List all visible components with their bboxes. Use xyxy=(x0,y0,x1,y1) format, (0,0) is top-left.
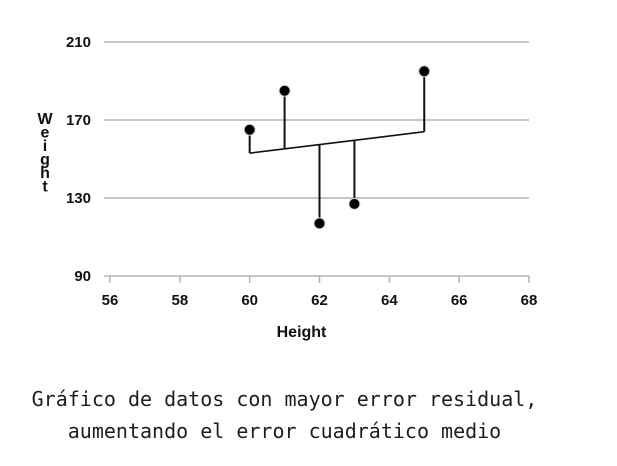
data-point-1 xyxy=(244,124,255,135)
y-tick-label-170: 170 xyxy=(66,112,91,129)
y-axis-title-letter: g xyxy=(40,152,50,169)
regression-line xyxy=(249,130,425,154)
residual-lines xyxy=(248,71,426,224)
y-axis-title-letter: t xyxy=(42,179,48,196)
y-tick-label-90: 90 xyxy=(74,268,91,285)
regression-line-group xyxy=(249,130,425,154)
x-tick-label-62: 62 xyxy=(311,292,328,309)
data-point-5 xyxy=(419,66,430,77)
x-tick-label-56: 56 xyxy=(102,292,119,309)
data-point-2 xyxy=(279,85,290,96)
caption-line-1: Gráfico de datos con mayor error residua… xyxy=(31,387,538,411)
x-tick-label-58: 58 xyxy=(171,292,188,309)
x-tick-label-64: 64 xyxy=(381,292,398,309)
caption-line-2: aumentando el error cuadrático medio xyxy=(67,419,502,443)
data-point-4 xyxy=(349,198,360,209)
chart-caption: Gráfico de datos con mayor error residua… xyxy=(0,383,569,447)
y-axis-title-letter: h xyxy=(40,165,50,182)
x-tick-label-68: 68 xyxy=(521,292,538,309)
x-tick-label-60: 60 xyxy=(241,292,258,309)
data-point-3 xyxy=(314,218,325,229)
y-axis-title-letter: W xyxy=(37,111,53,128)
y-tick-label-130: 130 xyxy=(66,190,91,207)
y-axis-ticks: 90 130 170 210 xyxy=(66,34,110,285)
y-tick-label-210: 210 xyxy=(66,34,91,51)
x-tick-label-66: 66 xyxy=(451,292,468,309)
x-axis-ticks: 56 58 60 62 64 66 68 xyxy=(102,276,538,309)
x-axis-title: Height xyxy=(277,324,327,341)
data-points xyxy=(243,65,431,230)
y-axis-title-letter: e xyxy=(41,125,50,142)
y-axis-title-letter: i xyxy=(43,138,47,155)
